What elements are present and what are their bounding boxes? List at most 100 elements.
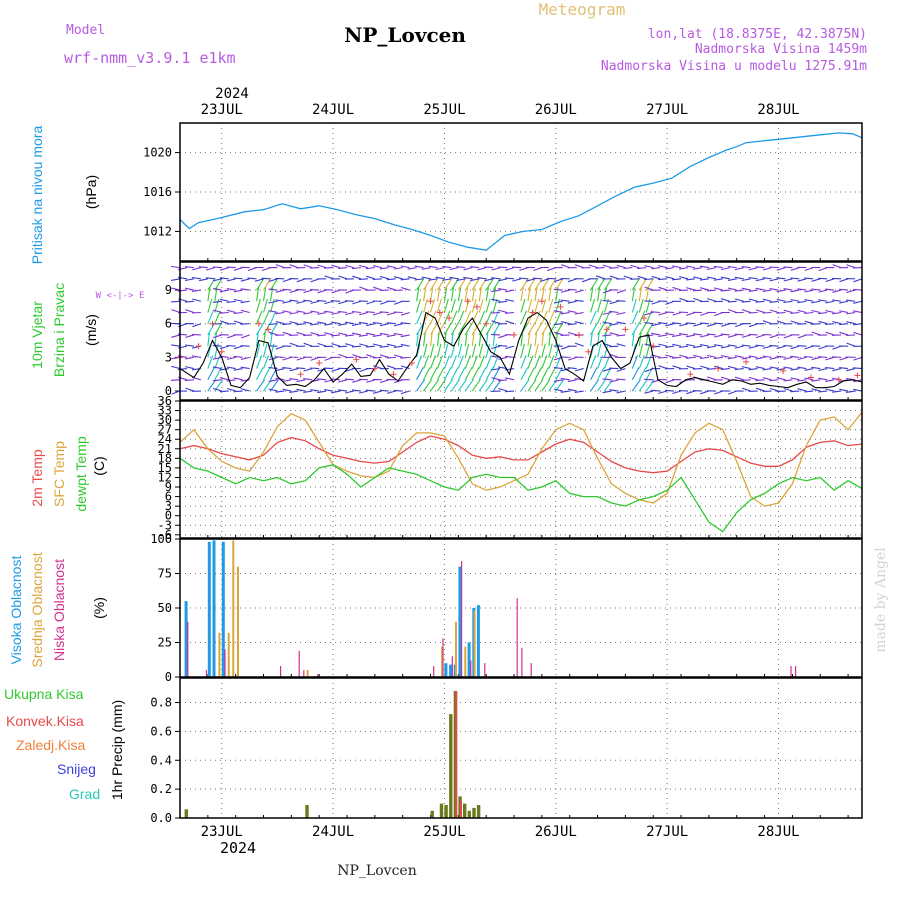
wind-barb — [665, 345, 675, 348]
top-day-label: 24JUL — [312, 102, 354, 118]
wind-barb — [616, 334, 626, 337]
low-cloud-bar — [461, 561, 463, 677]
wind-barb — [797, 309, 807, 314]
wind-barb — [658, 334, 668, 338]
wind-barb — [430, 277, 439, 291]
wind-barb — [665, 354, 675, 358]
wind-barb — [700, 390, 710, 395]
wind-barb — [804, 377, 814, 381]
wind-barb — [400, 334, 410, 338]
wind-barb — [755, 334, 765, 339]
wind-barb — [457, 298, 463, 313]
bottom-day-labels: 23JUL 24JUL 25JUL 26JUL 27JUL 28JUL — [201, 824, 800, 840]
wind-gust-marker — [473, 303, 480, 310]
wind-barb — [741, 387, 751, 392]
y-tick-label: 0 — [165, 384, 172, 398]
wind-barb — [214, 287, 218, 302]
wind-barb — [762, 355, 772, 358]
wind-barb — [262, 332, 266, 347]
wind-barb — [825, 388, 835, 392]
wind-barb — [379, 275, 389, 280]
total-precip-bar — [439, 803, 444, 818]
wind-barb — [769, 356, 779, 360]
wind-barb — [602, 264, 612, 269]
wind-barb — [303, 368, 313, 372]
panel-frame — [179, 400, 863, 539]
wind-barb — [651, 275, 661, 280]
wind-barb — [853, 323, 863, 326]
wind-barb — [443, 322, 452, 336]
wind-barb — [435, 276, 445, 280]
wind-barb — [233, 390, 243, 393]
wind-barb — [365, 267, 375, 270]
wind-barb — [262, 298, 268, 313]
wind-barb — [491, 345, 501, 350]
bottom-day-label: 26JUL — [535, 824, 577, 840]
wind-barb — [714, 390, 723, 395]
cloud-label-2: Srednja Oblacnost — [29, 552, 45, 667]
wind-barb — [783, 288, 793, 291]
wind-barb — [658, 265, 668, 269]
wind-gust-marker — [585, 348, 592, 355]
wind-barb — [748, 298, 758, 302]
wind-barb — [645, 287, 650, 302]
wind-barb — [338, 310, 348, 314]
wind-barb — [852, 367, 863, 370]
wind-barb — [825, 300, 835, 304]
wind-barb — [289, 299, 299, 302]
wind-barb — [532, 277, 542, 280]
wind-barb — [597, 310, 604, 324]
wind-barb — [437, 322, 445, 336]
wind-barb — [303, 342, 313, 347]
wind-barb — [416, 343, 421, 358]
wind-barb — [171, 287, 181, 291]
low-cloud-bar — [303, 670, 305, 677]
wind-barb — [207, 322, 216, 336]
wind-barb — [436, 287, 441, 302]
temp-label-3: dewpt Temp — [73, 436, 89, 511]
wind-gust-marker — [265, 326, 272, 333]
y-tick-label: 0.4 — [150, 753, 172, 767]
wind-barb — [658, 286, 668, 291]
wind-barb — [414, 265, 424, 269]
lonlat-text: lon,lat (18.8375E, 42.3875N) — [648, 27, 867, 42]
wind-barb — [609, 389, 619, 392]
panel-0: 1012 1016 1020 — [143, 123, 862, 261]
wind-barb — [679, 354, 689, 358]
total-precip-bar — [476, 805, 481, 818]
wind-barb — [755, 366, 765, 370]
wind-barb — [484, 278, 494, 282]
wind-barb — [623, 275, 633, 280]
panel-3: 0 25 50 75 100 — [150, 532, 862, 684]
wind-barb — [344, 300, 355, 302]
low-cloud-bar — [205, 670, 207, 677]
wind-barb — [597, 367, 605, 381]
wind-barb — [331, 343, 341, 347]
wind-barb — [658, 278, 668, 281]
wind-barb — [797, 356, 807, 361]
wind-barb — [505, 298, 515, 302]
y-tick-label: 1016 — [143, 185, 172, 199]
wind-gust-marker — [316, 359, 323, 366]
wind-barb — [471, 343, 477, 358]
wind-gust-marker — [390, 371, 397, 378]
wind-barb — [597, 379, 607, 392]
wind-barb — [588, 264, 598, 269]
wind-barb — [574, 289, 584, 294]
wind-barb — [498, 288, 508, 291]
wind-barb — [776, 311, 786, 314]
wind-barb — [379, 345, 389, 348]
high-cloud-bar — [458, 566, 462, 677]
y-tick-label: 6 — [165, 317, 172, 331]
wind-barb — [492, 298, 498, 313]
wind-barb — [219, 368, 229, 371]
temp-label-2: SFC Temp — [51, 441, 67, 507]
wind-barb — [256, 287, 260, 302]
y-tick-label: 21 — [158, 442, 172, 456]
wind-barb — [498, 387, 508, 392]
wind-barb — [804, 355, 814, 358]
wind-barb — [555, 298, 561, 313]
wind-gust-marker — [255, 320, 262, 327]
wind-barb — [463, 267, 473, 271]
wind-barb — [720, 333, 730, 336]
